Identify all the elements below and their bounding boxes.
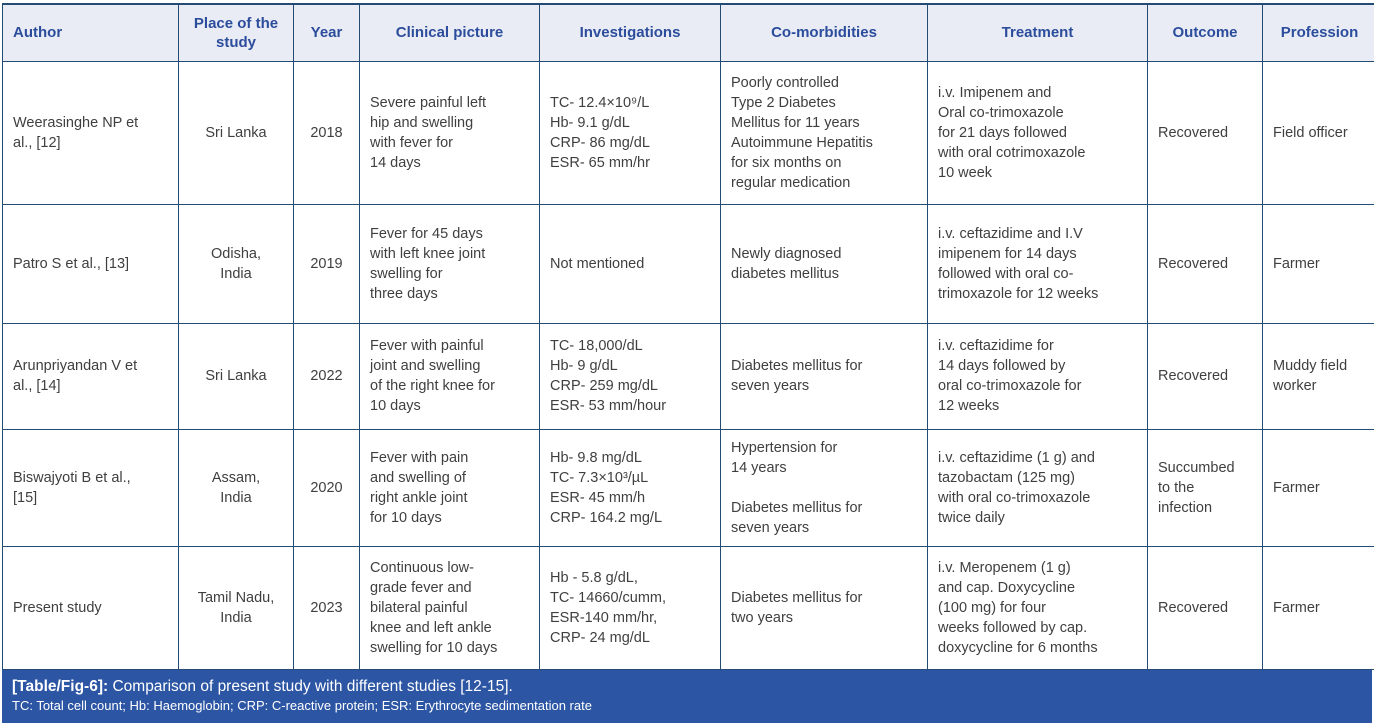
cell-comorbidities: Poorly controlled Type 2 Diabetes Mellit…: [720, 60, 928, 205]
table-row: Present study Tamil Nadu, India 2023 Con…: [2, 545, 1374, 670]
cell-clinical-picture: Fever with painful joint and swelling of…: [359, 322, 540, 430]
cell-clinical-picture: Continuous low- grade fever and bilatera…: [359, 545, 540, 670]
cell-treatment: i.v. ceftazidime (1 g) and tazobactam (1…: [927, 428, 1148, 547]
col-header-outcome: Outcome: [1147, 3, 1263, 62]
col-header-comorbidities: Co-morbidities: [720, 3, 928, 62]
cell-investigations: TC- 18,000/dL Hb- 9 g/dL CRP- 259 mg/dL …: [539, 322, 721, 430]
cell-investigations: TC- 12.4×10⁹/L Hb- 9.1 g/dL CRP- 86 mg/d…: [539, 60, 721, 205]
cell-treatment: i.v. Meropenem (1 g) and cap. Doxycyclin…: [927, 545, 1148, 670]
cell-investigations: Not mentioned: [539, 203, 721, 324]
cell-clinical-picture: Fever for 45 days with left knee joint s…: [359, 203, 540, 324]
cell-place: Sri Lanka: [178, 60, 294, 205]
cell-profession: Farmer: [1262, 428, 1374, 547]
table-header-row: Author Place of the study Year Clinical …: [2, 3, 1374, 62]
cell-year: 2019: [293, 203, 360, 324]
cell-profession: Farmer: [1262, 545, 1374, 670]
cell-profession: Field officer: [1262, 60, 1374, 205]
cell-outcome: Recovered: [1147, 322, 1263, 430]
cell-author: Present study: [2, 545, 179, 670]
caption-abbreviations: TC: Total cell count; Hb: Haemoglobin; C…: [12, 697, 592, 713]
col-header-investigations: Investigations: [539, 3, 721, 62]
col-header-author: Author: [2, 3, 179, 62]
table-caption: [Table/Fig-6]: Comparison of present stu…: [2, 669, 1372, 723]
cell-comorbidities: Diabetes mellitus for two years: [720, 545, 928, 670]
caption-label: [Table/Fig-6]:: [12, 677, 109, 695]
cell-treatment: i.v. Imipenem and Oral co-trimoxazole fo…: [927, 60, 1148, 205]
cell-outcome: Recovered: [1147, 60, 1263, 205]
col-header-clinical-picture: Clinical picture: [359, 3, 540, 62]
cell-year: 2020: [293, 428, 360, 547]
cell-comorbidities: Diabetes mellitus for seven years: [720, 322, 928, 430]
cell-place: Assam, India: [178, 428, 294, 547]
table-row: Patro S et al., [13] Odisha, India 2019 …: [2, 203, 1374, 324]
comparison-table: Author Place of the study Year Clinical …: [2, 3, 1374, 670]
cell-comorbidities: Newly diagnosed diabetes mellitus: [720, 203, 928, 324]
col-header-year: Year: [293, 3, 360, 62]
cell-author: Weerasinghe NP et al., [12]: [2, 60, 179, 205]
cell-investigations: Hb - 5.8 g/dL, TC- 14660/cumm, ESR-140 m…: [539, 545, 721, 670]
cell-profession: Muddy field worker: [1262, 322, 1374, 430]
cell-year: 2023: [293, 545, 360, 670]
cell-place: Odisha, India: [178, 203, 294, 324]
col-header-profession: Profession: [1262, 3, 1374, 62]
cell-place: Tamil Nadu, India: [178, 545, 294, 670]
cell-clinical-picture: Fever with pain and swelling of right an…: [359, 428, 540, 547]
caption-line: [Table/Fig-6]: Comparison of present stu…: [12, 677, 1362, 697]
cell-outcome: Succumbed to the infection: [1147, 428, 1263, 547]
table-row: Biswajyoti B et al., [15] Assam, India 2…: [2, 428, 1374, 547]
cell-outcome: Recovered: [1147, 203, 1263, 324]
col-header-treatment: Treatment: [927, 3, 1148, 62]
caption-text: Comparison of present study with differe…: [108, 677, 513, 695]
cell-treatment: i.v. ceftazidime and I.V imipenem for 14…: [927, 203, 1148, 324]
cell-clinical-picture: Severe painful left hip and swelling wit…: [359, 60, 540, 205]
table-row: Arunpriyandan V et al., [14] Sri Lanka 2…: [2, 322, 1374, 430]
cell-outcome: Recovered: [1147, 545, 1263, 670]
cell-comorbidities: Hypertension for 14 years Diabetes melli…: [720, 428, 928, 547]
cell-author: Biswajyoti B et al., [15]: [2, 428, 179, 547]
cell-author: Patro S et al., [13]: [2, 203, 179, 324]
col-header-place: Place of the study: [178, 3, 294, 62]
cell-treatment: i.v. ceftazidime for 14 days followed by…: [927, 322, 1148, 430]
cell-profession: Farmer: [1262, 203, 1374, 324]
cell-author: Arunpriyandan V et al., [14]: [2, 322, 179, 430]
table-row: Weerasinghe NP et al., [12] Sri Lanka 20…: [2, 60, 1374, 205]
cell-investigations: Hb- 9.8 mg/dL TC- 7.3×10³/µL ESR- 45 mm/…: [539, 428, 721, 547]
cell-year: 2022: [293, 322, 360, 430]
cell-place: Sri Lanka: [178, 322, 294, 430]
cell-year: 2018: [293, 60, 360, 205]
